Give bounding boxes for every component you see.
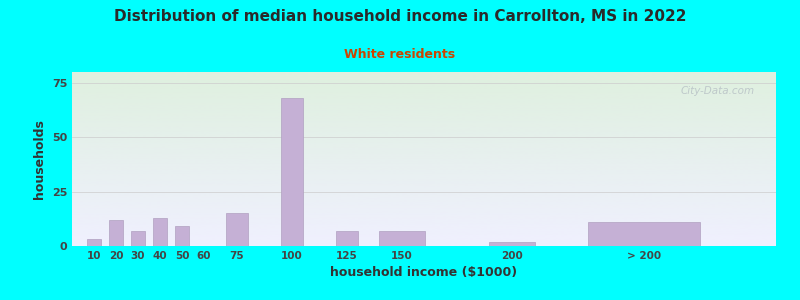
Bar (110, 220, 122, 246)
Bar (131, 231, 145, 246)
Bar (87, 239, 101, 246)
Text: White residents: White residents (345, 48, 455, 61)
Bar (378, 231, 426, 246)
Y-axis label: households: households (34, 119, 46, 199)
Bar (588, 222, 700, 246)
Bar (489, 242, 535, 246)
X-axis label: household income ($1000): household income ($1000) (330, 266, 518, 279)
Bar (226, 213, 248, 246)
Text: Distribution of median household income in Carrollton, MS in 2022: Distribution of median household income … (114, 9, 686, 24)
Bar (154, 218, 166, 246)
Bar (281, 98, 303, 246)
Text: City-Data.com: City-Data.com (681, 86, 755, 96)
Bar (175, 226, 189, 246)
Bar (336, 231, 358, 246)
